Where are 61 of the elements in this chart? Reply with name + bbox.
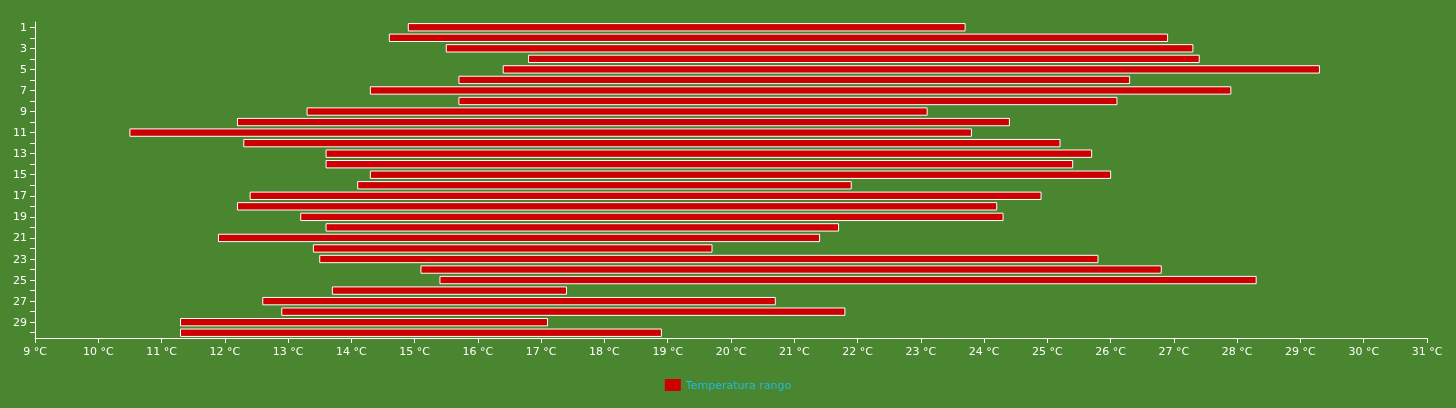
y-tick-label: 13 [13,147,27,161]
x-tick-label: 28 °C [1221,345,1253,358]
x-tick-label: 16 °C [462,345,494,358]
x-tick-label: 21 °C [778,345,810,358]
y-tick-label: 23 [13,252,27,266]
x-tick-label: 18 °C [589,345,621,358]
bar [445,44,1194,53]
bar [325,149,1093,158]
x-tick-label: 31 °C [1411,345,1443,358]
y-tick-label: 25 [13,273,27,287]
x-tick-label: 17 °C [525,345,557,358]
x-tick-label: 15 °C [399,345,431,358]
y-tick-label: 21 [13,231,27,245]
bar [300,212,1004,222]
x-tick-label: 10 °C [82,345,114,358]
bar [319,254,1099,264]
x-tick-label: 11 °C [146,345,178,358]
y-tick-label: 7 [20,83,27,97]
x-tick-label: 9 °C [23,345,48,358]
bar [236,202,998,211]
x-tick-label: 13 °C [272,345,304,358]
x-tick-label: 22 °C [842,345,874,358]
x-tick-label: 27 °C [1158,345,1190,358]
bar [369,86,1232,95]
x-tick-label: 23 °C [905,345,937,358]
bar [281,307,846,316]
y-tick-label: 29 [13,315,27,329]
x-tick-label: 20 °C [715,345,747,358]
x-tick-label: 30 °C [1348,345,1380,358]
bar [439,275,1257,285]
bar [420,265,1162,274]
y-tick-label: 19 [13,210,27,224]
y-tick-label: 5 [20,62,27,76]
bar [262,296,776,306]
bar [129,128,972,137]
x-tick-label: 26 °C [1095,345,1127,358]
bar [236,117,1010,127]
y-tick-label: 9 [20,105,27,119]
bar [325,223,840,232]
y-tick-label: 1 [20,20,27,34]
x-tick-label: 24 °C [968,345,1000,358]
y-tick-label: 15 [13,168,27,182]
y-tick-label: 11 [13,126,27,140]
x-tick-label: 19 °C [652,345,684,358]
bar [458,75,1131,85]
bar [331,286,567,295]
legend-label: Temperatura rango [684,378,792,392]
x-tick-label: 12 °C [209,345,241,358]
x-tick-label: 29 °C [1285,345,1317,358]
bar [217,233,821,243]
bar [502,65,1320,74]
x-tick-label: 25 °C [1032,345,1064,358]
x-tick-label: 14 °C [336,345,368,358]
bar [458,96,1118,106]
bar [306,107,928,116]
y-tick-label: 17 [13,189,27,203]
bar [528,54,1200,64]
bar [243,138,1061,148]
bar [312,244,713,253]
y-tick-label: 27 [13,294,27,308]
y-tick-label: 3 [20,41,27,55]
